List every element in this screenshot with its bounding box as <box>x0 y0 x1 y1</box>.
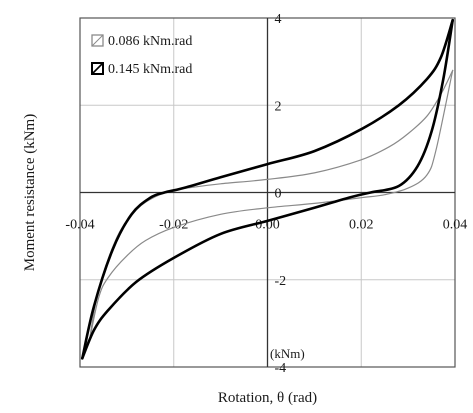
y-axis-title: Moment resistance (kNm) <box>22 114 38 271</box>
legend-label: 0.145 kNm.rad <box>108 62 192 77</box>
x-tick-label: 0.04 <box>443 218 468 233</box>
series-2-lower-branch <box>81 18 454 360</box>
series-2-upper-branch <box>81 18 454 360</box>
unit-note: (kNm) <box>270 346 305 361</box>
x-axis-title: Rotation, θ (rad) <box>218 390 317 406</box>
y-tick-label: 2 <box>275 99 282 114</box>
y-tick-label: -2 <box>275 274 287 289</box>
series-1-lower-branch <box>88 69 454 342</box>
legend-swatch-hatch <box>91 62 104 75</box>
series-1-upper-branch <box>88 69 454 342</box>
x-tick-label: 0.02 <box>349 218 374 233</box>
legend-entry: 0.086 kNm.rad <box>91 34 192 49</box>
x-tick-label: -0.02 <box>159 218 188 233</box>
legend-entry: 0.145 kNm.rad <box>91 62 192 77</box>
y-tick-label: 4 <box>275 12 282 27</box>
legend-swatch-hatch <box>91 34 104 47</box>
x-tick-label: -0.04 <box>65 218 94 233</box>
y-tick-label: -4 <box>275 361 287 376</box>
y-tick-label: 0 <box>275 187 282 202</box>
legend-label: 0.086 kNm.rad <box>108 34 192 49</box>
legend: 0.086 kNm.rad 0.145 kNm.rad <box>91 34 192 77</box>
series-lines <box>81 18 454 360</box>
